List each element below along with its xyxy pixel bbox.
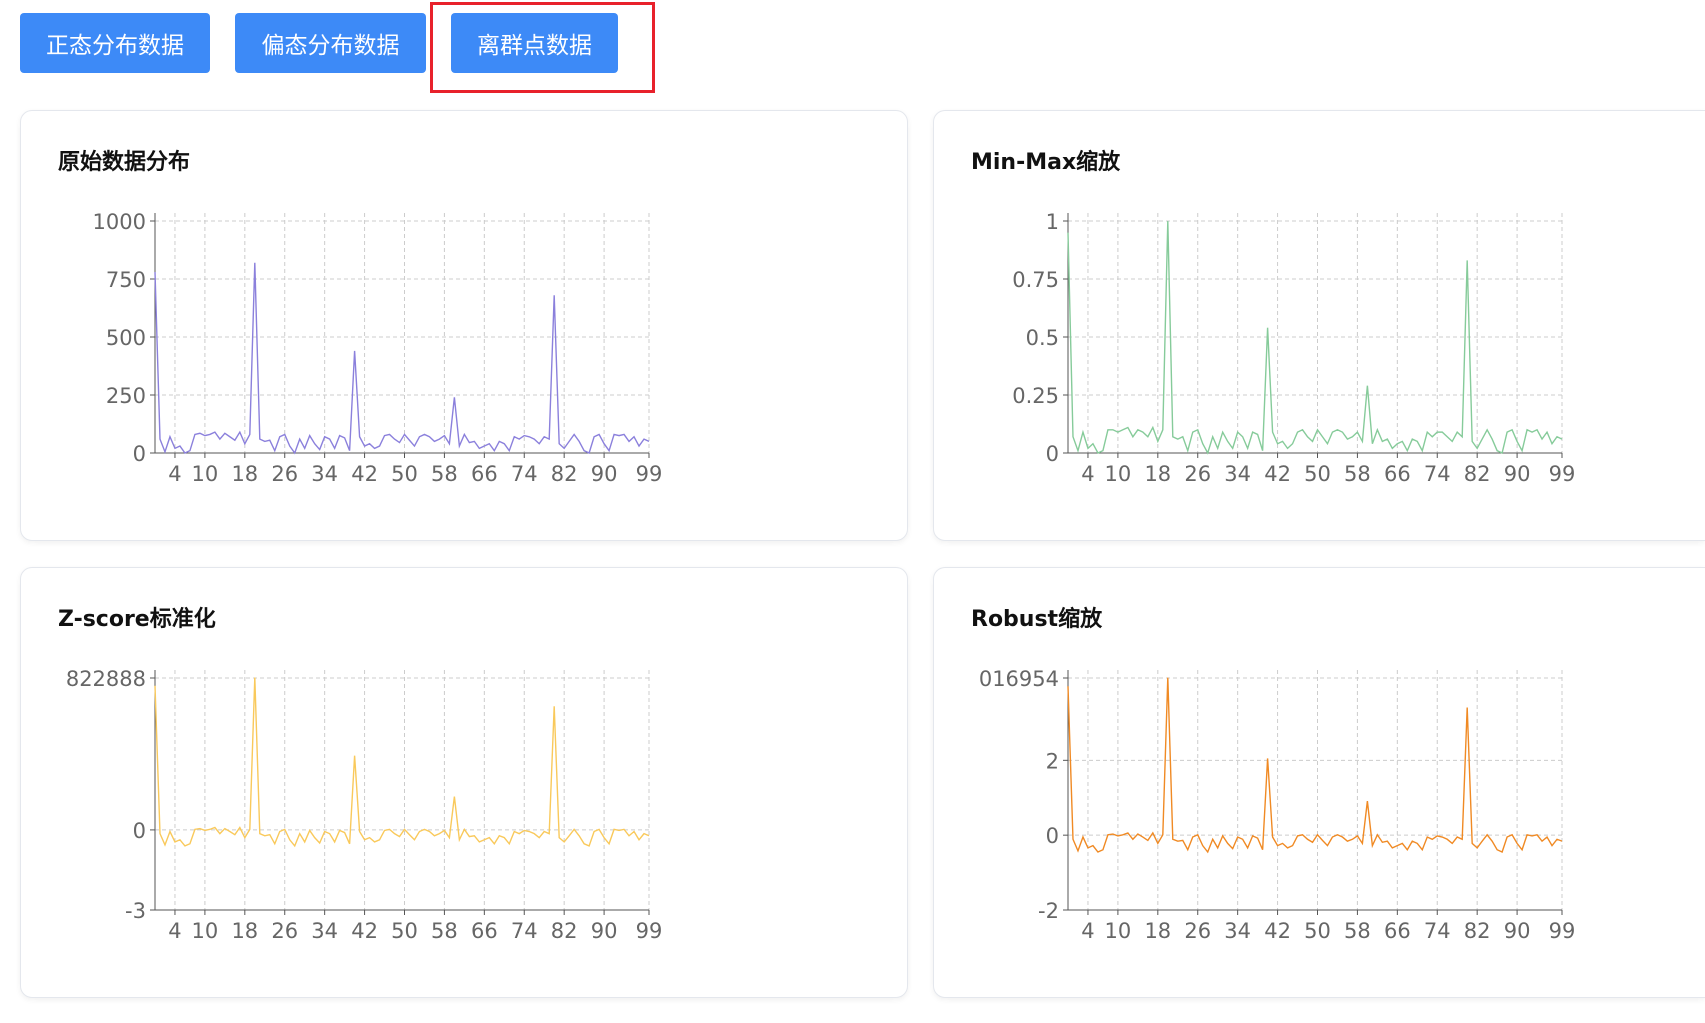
x-tick-label: 74 bbox=[1424, 919, 1451, 943]
chart-title: Z-score标准化 bbox=[58, 606, 216, 632]
chart: Min-Max缩放 0 0.25 0.5 0.75 1 4 10 18 26 34 42 50 58 66 7… bbox=[971, 149, 1576, 486]
x-tick-label: 26 bbox=[271, 919, 298, 943]
x-tick-label: 34 bbox=[311, 462, 338, 486]
x-tick-label: 90 bbox=[1504, 462, 1531, 486]
x-tick-label: 34 bbox=[1224, 462, 1251, 486]
x-tick-label: 4 bbox=[168, 919, 181, 943]
x-tick-label: 58 bbox=[431, 462, 458, 486]
y-tick-label: 250 bbox=[106, 384, 146, 408]
x-tick-label: 58 bbox=[1344, 462, 1371, 486]
x-tick-label: 10 bbox=[1105, 462, 1132, 486]
chart-title: Min-Max缩放 bbox=[971, 149, 1121, 175]
chart-card: Min-Max缩放 0 0.25 0.5 0.75 1 4 10 18 26 34 42 50 58 66 7… bbox=[933, 110, 1705, 541]
x-tick-label: 50 bbox=[1304, 919, 1331, 943]
y-tick-label: 016954 bbox=[979, 667, 1059, 691]
x-tick-label: 10 bbox=[192, 462, 219, 486]
data-line bbox=[154, 677, 650, 848]
x-tick-label: 18 bbox=[231, 919, 258, 943]
y-tick-label: 0.75 bbox=[1012, 268, 1059, 292]
x-tick-label: 4 bbox=[168, 462, 181, 486]
data-line bbox=[1067, 220, 1563, 455]
x-tick-label: 74 bbox=[511, 919, 538, 943]
y-tick-label: 500 bbox=[106, 326, 146, 350]
x-tick-label: 74 bbox=[1424, 462, 1451, 486]
x-tick-label: 99 bbox=[636, 919, 663, 943]
chart-title: 原始数据分布 bbox=[58, 149, 190, 175]
y-tick-label: 1 bbox=[1046, 210, 1059, 234]
x-tick-label: 99 bbox=[1549, 919, 1576, 943]
x-tick-label: 42 bbox=[1264, 462, 1291, 486]
y-tick-label: 1000 bbox=[93, 210, 146, 234]
y-tick-label: 822888 bbox=[66, 667, 146, 691]
chart: Z-score标准化 -3 0 822888 4 10 18 26 34 42 50 58 66 74 82… bbox=[58, 606, 663, 943]
x-tick-label: 10 bbox=[192, 919, 219, 943]
x-tick-label: 50 bbox=[391, 462, 418, 486]
y-tick-label: -3 bbox=[125, 899, 146, 923]
button[interactable]: 离群点数据 bbox=[451, 13, 618, 73]
x-tick-label: 74 bbox=[511, 462, 538, 486]
y-tick-label: 2 bbox=[1046, 749, 1059, 773]
y-tick-label: 750 bbox=[106, 268, 146, 292]
x-tick-label: 18 bbox=[1144, 462, 1171, 486]
x-tick-label: 99 bbox=[1549, 462, 1576, 486]
y-tick-label: 0.5 bbox=[1026, 326, 1059, 350]
x-tick-label: 90 bbox=[591, 919, 618, 943]
x-tick-label: 50 bbox=[1304, 462, 1331, 486]
x-tick-label: 82 bbox=[1464, 919, 1491, 943]
x-tick-label: 66 bbox=[471, 919, 498, 943]
y-tick-label: 0 bbox=[1046, 442, 1059, 466]
x-tick-label: 66 bbox=[471, 462, 498, 486]
chart-card: Robust缩放 -2 0 2 016954 4 10 18 26 34 42 50 58 66 74 82 9… bbox=[933, 567, 1705, 998]
x-tick-label: 26 bbox=[271, 462, 298, 486]
y-tick-label: -2 bbox=[1038, 899, 1059, 923]
highlight-box bbox=[430, 2, 655, 93]
x-tick-label: 90 bbox=[1504, 919, 1531, 943]
y-tick-label: 0.25 bbox=[1012, 384, 1059, 408]
x-tick-label: 34 bbox=[311, 919, 338, 943]
button[interactable]: 偏态分布数据 bbox=[235, 13, 426, 73]
x-tick-label: 66 bbox=[1384, 462, 1411, 486]
x-tick-label: 82 bbox=[1464, 462, 1491, 486]
x-tick-label: 10 bbox=[1105, 919, 1132, 943]
data-line bbox=[154, 262, 650, 455]
x-tick-label: 90 bbox=[591, 462, 618, 486]
x-tick-label: 18 bbox=[231, 462, 258, 486]
chart-card: Z-score标准化 -3 0 822888 4 10 18 26 34 42 50 58 66 74 82… bbox=[20, 567, 908, 998]
x-tick-label: 58 bbox=[431, 919, 458, 943]
x-tick-label: 26 bbox=[1184, 462, 1211, 486]
x-tick-label: 58 bbox=[1344, 919, 1371, 943]
y-tick-label: 0 bbox=[133, 819, 146, 843]
x-tick-label: 18 bbox=[1144, 919, 1171, 943]
x-tick-label: 34 bbox=[1224, 919, 1251, 943]
x-tick-label: 42 bbox=[351, 919, 378, 943]
chart-card: 原始数据分布 0 250 500 750 1000 4 10 18 26 34 42 50 58 66 74 8… bbox=[20, 110, 908, 541]
x-tick-label: 4 bbox=[1081, 919, 1094, 943]
y-tick-label: 0 bbox=[133, 442, 146, 466]
x-tick-label: 99 bbox=[636, 462, 663, 486]
x-tick-label: 82 bbox=[551, 919, 578, 943]
button[interactable]: 正态分布数据 bbox=[20, 13, 210, 73]
x-tick-label: 42 bbox=[351, 462, 378, 486]
x-tick-label: 66 bbox=[1384, 919, 1411, 943]
chart-title: Robust缩放 bbox=[971, 606, 1103, 632]
data-line bbox=[1067, 677, 1563, 854]
y-tick-label: 0 bbox=[1046, 824, 1059, 848]
chart: 原始数据分布 0 250 500 750 1000 4 10 18 26 34 42 50 58 66 74 8… bbox=[58, 149, 663, 486]
x-tick-label: 4 bbox=[1081, 462, 1094, 486]
x-tick-label: 42 bbox=[1264, 919, 1291, 943]
x-tick-label: 50 bbox=[391, 919, 418, 943]
chart: Robust缩放 -2 0 2 016954 4 10 18 26 34 42 50 58 66 74 82 9… bbox=[971, 606, 1576, 943]
x-tick-label: 26 bbox=[1184, 919, 1211, 943]
x-tick-label: 82 bbox=[551, 462, 578, 486]
